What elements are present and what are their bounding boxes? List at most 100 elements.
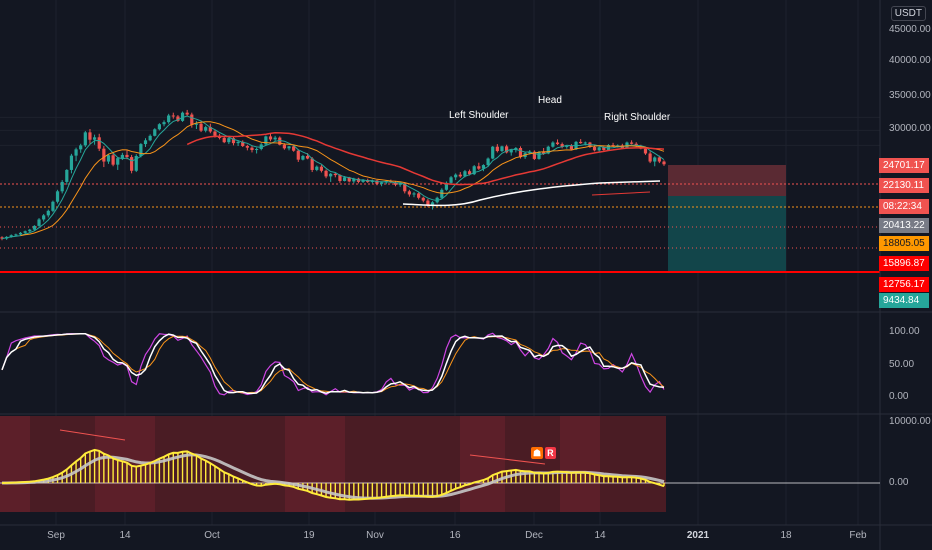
candle-body [208, 127, 212, 132]
candle-body [653, 157, 657, 162]
candle-body [370, 180, 374, 182]
candle-body [55, 191, 60, 202]
candle-body [319, 166, 324, 171]
candle-body [342, 177, 347, 181]
candle-body [51, 201, 55, 211]
stoch-k-line [1, 332, 665, 396]
time-axis-label: 2021 [686, 530, 710, 541]
candle-body [88, 132, 92, 140]
macd-axis-label: 10000.00 [889, 416, 931, 427]
take-profit-zone [668, 196, 786, 272]
price-tag-18805: 18805.05 [879, 236, 929, 251]
candle-body [629, 142, 634, 144]
candle-body [14, 234, 18, 236]
candle-body [120, 154, 124, 159]
candle-body [398, 183, 402, 185]
candle-body [0, 237, 4, 239]
candle-body [310, 158, 314, 170]
candle-body [352, 178, 356, 182]
time-axis-label: Feb [849, 530, 867, 541]
candle-body [375, 180, 379, 184]
candle-body [486, 158, 490, 166]
candle-body [657, 157, 661, 162]
candle-body [333, 173, 337, 176]
candle-body [176, 116, 180, 121]
candle-body [407, 191, 411, 195]
price-tag-15896: 15896.87 [879, 256, 929, 271]
candle-body [315, 166, 319, 170]
candle-body [213, 131, 217, 136]
candle-body [46, 210, 50, 216]
candle-body [467, 171, 472, 175]
candle-body [491, 146, 495, 159]
stoch-smooth-line [1, 332, 665, 395]
candle-body [403, 183, 407, 192]
candle-body [148, 135, 152, 141]
stoch-d-line [1, 333, 665, 394]
red-trend-line [591, 191, 651, 196]
candle-body [222, 137, 226, 143]
candle-body [18, 232, 23, 235]
candle-body [472, 166, 476, 175]
candle-body [555, 142, 560, 145]
candle-body [125, 154, 129, 158]
candle-body [292, 146, 296, 151]
candle-body [532, 151, 536, 159]
price-axis-label: 35000.00 [889, 90, 931, 101]
candle-body [264, 136, 268, 145]
candle-body [500, 146, 504, 152]
candle-body [449, 177, 453, 183]
macd-axis-label: 0.00 [889, 477, 909, 488]
candle-body [296, 150, 300, 160]
candle-body [167, 115, 171, 123]
head-label: Head [538, 95, 562, 106]
candle-body [204, 127, 208, 131]
ma-slow-line [186, 132, 665, 186]
divergence-line [469, 454, 546, 465]
candle-body [37, 219, 41, 226]
candle-body [546, 146, 550, 154]
candle-body [250, 147, 254, 151]
candle-body [324, 170, 328, 177]
candle-body [426, 200, 430, 205]
candle-body [65, 169, 69, 182]
bearish-badge[interactable]: ☗ R [531, 447, 556, 459]
candle-body [509, 150, 513, 153]
macd-line [1, 448, 665, 501]
time-axis-label: Nov [366, 530, 384, 541]
candle-body [116, 158, 120, 165]
right-shoulder-label: Right Shoulder [604, 112, 671, 123]
candle-body [83, 132, 87, 146]
currency-button[interactable]: USDT [890, 6, 926, 21]
candle-body [231, 138, 236, 144]
candle-body [102, 148, 106, 162]
candle-body [430, 202, 435, 205]
candle-body [245, 146, 249, 148]
candle-body [111, 155, 115, 165]
candle-body [69, 155, 74, 170]
stoch-axis-label: 0.00 [889, 391, 909, 402]
candle-body [28, 229, 32, 232]
candle-body [278, 137, 282, 145]
candle-body [421, 197, 425, 201]
candle-body [305, 155, 310, 159]
candle-body [454, 174, 458, 178]
candle-body [157, 124, 161, 130]
candle-body [194, 123, 199, 125]
candle-body [139, 144, 143, 156]
price-tag-24701: 24701.17 [879, 158, 929, 173]
stoch-axis-label: 50.00 [889, 359, 915, 370]
candle-body [190, 114, 194, 125]
candle-body [185, 112, 189, 115]
candle-body [130, 157, 134, 171]
candle-body [42, 215, 46, 220]
candle-body [32, 225, 37, 230]
candle-body [597, 147, 601, 151]
candle-body [273, 137, 277, 140]
candle-body [495, 146, 499, 152]
price-tag-countdown: 08:22:34 [879, 199, 929, 214]
candle-body [569, 146, 574, 150]
candle-body [106, 155, 111, 162]
candle-body [241, 141, 245, 147]
